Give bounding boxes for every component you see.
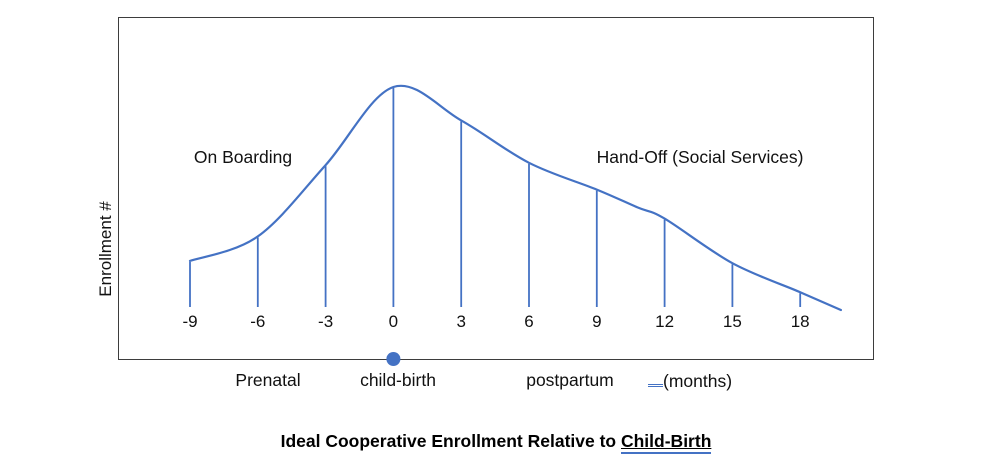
x-tick-label: 15 xyxy=(722,312,742,331)
x-tick-label: 3 xyxy=(456,312,466,331)
annotation-onboarding: On Boarding xyxy=(193,147,293,167)
x-tick-label: -6 xyxy=(250,312,266,331)
chart-title: Ideal Cooperative Enrollment Relative to… xyxy=(0,431,992,454)
x-tick-label: 6 xyxy=(524,312,534,331)
x-tick-label: -3 xyxy=(318,312,334,331)
months-double-underline-icon xyxy=(648,370,663,387)
annotation-handoff: Hand-Off (Social Services) xyxy=(596,147,804,167)
x-tick-label: 18 xyxy=(790,312,810,331)
axis-label-prenatal: Prenatal xyxy=(235,370,301,390)
axis-label-childbirth: child-birth xyxy=(360,370,436,390)
title-childbirth: Child-Birth xyxy=(620,431,712,454)
x-tick-label: 12 xyxy=(655,312,675,331)
x-tick-label: -9 xyxy=(182,312,198,331)
months-text: (months) xyxy=(663,371,733,391)
plot-frame xyxy=(118,17,874,360)
x-tick-label: 0 xyxy=(388,312,399,331)
axis-label-months: (months) xyxy=(648,370,732,392)
y-axis-label: Enrollment # xyxy=(96,201,115,297)
title-prefix: Ideal Cooperative Enrollment Relative to xyxy=(280,431,621,451)
x-tick-label: 9 xyxy=(592,312,602,331)
axis-label-postpartum: postpartum xyxy=(526,370,614,390)
